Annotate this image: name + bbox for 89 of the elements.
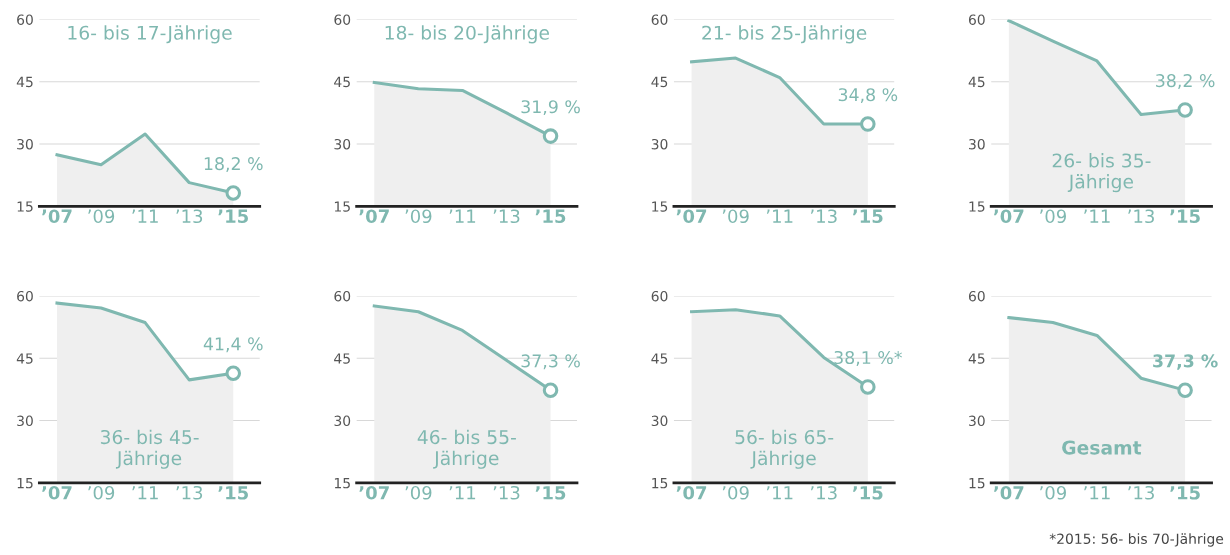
x-tick-label: ’11 [1084, 209, 1110, 223]
y-tick-label: 30 [17, 415, 33, 427]
x-tick-label: ’09 [1040, 209, 1066, 224]
y-tick-label: 15 [334, 201, 350, 212]
y-tick-label: 15 [652, 201, 668, 212]
x-tick-label: ’15 [218, 209, 248, 224]
x-tick-label: ’07 [42, 209, 72, 224]
y-tick-label: 45 [968, 76, 985, 88]
y-tick-label: 45 [651, 353, 668, 364]
y-tick-label: 15 [17, 201, 33, 212]
x-tick-label: ’13 [810, 485, 837, 500]
x-tick-label: ’07 [359, 209, 389, 224]
x-tick-label: ’07 [42, 485, 72, 500]
data-label: 18,2 % [204, 157, 263, 172]
x-tick-label: ’09 [88, 209, 115, 224]
text: 36- bis 45- Jährige [100, 429, 199, 469]
data-label: 37,3 % [521, 354, 580, 370]
data-label: 37,3 % [1153, 354, 1218, 370]
x-tick-label: ’07 [676, 209, 707, 224]
y-tick-label: 30 [969, 415, 985, 427]
x-tick-label: ’15 [852, 486, 883, 500]
y-tick-label: 30 [651, 415, 668, 427]
x-tick-label: ’11 [766, 486, 793, 500]
x-tick-label: ’15 [218, 486, 248, 500]
x-tick-label: ’13 [176, 209, 203, 224]
chart-title: 16- bis 17-Jährige [68, 25, 232, 44]
x-tick-label: ’11 [1084, 486, 1110, 500]
y-tick-label: 45 [16, 76, 33, 88]
y-tick-label: 15 [969, 201, 985, 212]
data-label: 34,8 % [838, 88, 898, 104]
x-tick-label: ’15 [535, 209, 566, 224]
y-tick-label: 60 [651, 14, 668, 25]
x-tick-label: ’07 [676, 485, 707, 500]
chart-title: 18- bis 20-Jährige [385, 25, 549, 44]
chart-title: 21- bis 25-Jährige [702, 25, 867, 44]
y-tick-label: 45 [16, 353, 33, 364]
x-tick-label: ’09 [1040, 485, 1066, 500]
text: 56- bis 65- Jährige [735, 429, 834, 469]
x-tick-label: ’13 [493, 485, 520, 500]
y-tick-label: 15 [969, 478, 985, 489]
x-tick-label: ’13 [1128, 485, 1154, 500]
y-tick-label: 30 [334, 138, 351, 150]
y-tick-label: 45 [334, 353, 350, 364]
y-tick-label: 15 [652, 478, 668, 489]
y-tick-label: 45 [651, 76, 668, 88]
x-tick-label: ’09 [405, 209, 432, 224]
y-tick-label: 60 [651, 290, 668, 302]
x-tick-label: ’15 [1170, 209, 1200, 224]
y-tick-label: 45 [968, 353, 985, 364]
y-tick-label: 60 [334, 14, 351, 25]
y-tick-label: 30 [334, 415, 351, 427]
x-tick-label: ’07 [359, 485, 389, 500]
data-label: 38,2 % [1156, 74, 1215, 89]
x-tick-label: ’07 [993, 485, 1024, 500]
text: *2015: 56- bis 70-Jährige [1049, 533, 1224, 547]
data-label: 41,4 % [203, 337, 263, 353]
x-tick-label: ’11 [449, 209, 476, 223]
x-tick-label: ’13 [810, 209, 837, 224]
x-tick-label: ’15 [852, 209, 883, 224]
x-tick-label: ’09 [88, 485, 115, 500]
x-tick-label: ’09 [722, 485, 749, 500]
x-tick-label: ’09 [722, 209, 749, 224]
x-tick-label: ’07 [993, 209, 1024, 224]
y-tick-label: 30 [969, 138, 985, 150]
data-label: 31,9 % [521, 100, 580, 116]
x-tick-label: ’13 [1128, 209, 1154, 224]
x-tick-label: ’09 [405, 485, 432, 500]
x-tick-label: ’15 [1170, 486, 1200, 500]
x-tick-label: ’13 [493, 209, 520, 224]
y-tick-label: 45 [334, 76, 350, 88]
x-tick-label: ’11 [766, 209, 793, 223]
x-tick-label: ’15 [535, 486, 566, 500]
x-tick-label: ’11 [132, 486, 158, 500]
y-tick-label: 60 [968, 14, 985, 25]
y-tick-label: 60 [17, 14, 33, 25]
x-tick-label: ’13 [176, 485, 203, 500]
data-label: 38,1 %* [834, 350, 902, 366]
y-tick-label: 60 [17, 290, 33, 302]
y-tick-label: 60 [334, 290, 351, 302]
text: 26- bis 35- Jährige [1052, 153, 1151, 193]
y-tick-label: 15 [334, 478, 350, 489]
x-tick-label: ’11 [449, 486, 476, 500]
text: Gesamt [1062, 440, 1142, 455]
text: 46- bis 55- Jährige [417, 429, 516, 469]
y-tick-label: 15 [17, 478, 33, 489]
y-tick-label: 60 [968, 290, 985, 302]
x-tick-label: ’11 [132, 209, 158, 223]
y-tick-label: 30 [651, 138, 668, 150]
y-tick-label: 30 [17, 138, 33, 150]
